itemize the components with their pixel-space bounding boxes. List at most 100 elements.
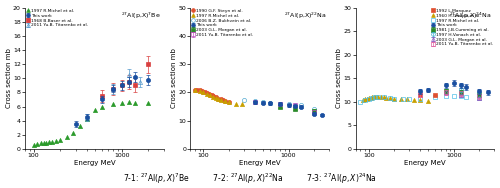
1997 R.Michel et al.: [442, 95, 448, 97]
1997 R.Michel et al.: [226, 101, 232, 103]
1997 R.Michel et al.: [196, 90, 202, 92]
1990 G.F. Steyn et al.: [198, 90, 204, 92]
1990 G.F. Steyn et al.: [204, 92, 210, 94]
1992 L.Marquez: [417, 94, 423, 96]
1990 G.F. Steyn et al.: [196, 89, 202, 91]
1990 G.F. Steyn et al.: [208, 94, 214, 96]
1990 G.F. Steyn et al.: [207, 94, 213, 96]
1997 R.Michel et al.: [406, 98, 412, 101]
1990 G.F. Steyn et al.: [192, 88, 198, 91]
1997 R.Michel et al.: [376, 96, 382, 98]
1960 H.Gauvin et al.: [376, 96, 382, 98]
Text: 7-1: $^{27}$Al$(p, X)^7$Be          7-2: $^{27}$Al$(p, X)^{22}$Na          7-3: : 7-1: $^{27}$Al$(p, X)^7$Be 7-2: $^{27}$A…: [123, 172, 377, 186]
1960 H.Gauvin et al.: [425, 100, 431, 102]
Line: 1960 H.Gauvin et al.: 1960 H.Gauvin et al.: [360, 95, 430, 103]
Text: $^{27}$Al(p,X)$^{7}$Be: $^{27}$Al(p,X)$^{7}$Be: [122, 10, 161, 21]
2006 B.Z. Bukhvein et al.: [298, 104, 304, 106]
1960 H.Gauvin et al.: [372, 96, 378, 98]
1997 R.Michel et al.: [458, 95, 464, 97]
1990 G.F. Steyn et al.: [194, 88, 200, 91]
1997 R.Michel et al.: [216, 98, 222, 101]
Y-axis label: Cross section mb: Cross section mb: [336, 48, 342, 108]
2006 B.Z. Bukhvein et al.: [260, 101, 266, 103]
Text: $^{27}$Al(p,X)$^{24}$Na: $^{27}$Al(p,X)$^{24}$Na: [449, 10, 492, 21]
1960 H.Gauvin et al.: [366, 97, 372, 99]
1960 H.Gauvin et al.: [392, 97, 398, 100]
1997 R.Michel et al.: [44, 142, 50, 144]
1960 H.Gauvin et al.: [383, 96, 389, 99]
1990 G.F. Steyn et al.: [213, 96, 219, 98]
1997 R.Michel et al.: [53, 140, 59, 142]
1960 H.Gauvin et al.: [362, 98, 368, 101]
1997 R.Michel et al.: [70, 132, 76, 135]
Y-axis label: Cross section mb: Cross section mb: [6, 48, 12, 108]
1960 H.Gauvin et al.: [374, 96, 380, 98]
1997 R.Michel et al.: [380, 96, 386, 98]
1997 R.Michel et al.: [451, 95, 457, 97]
Line: 1997 R.Michel et al.: 1997 R.Michel et al.: [32, 100, 150, 148]
1997 R.Michel et al.: [464, 96, 469, 98]
1960 H.Gauvin et al.: [360, 99, 366, 102]
1960 H.Gauvin et al.: [388, 97, 394, 99]
1997 R.Michel et al.: [238, 103, 244, 105]
1997 R.Michel et al.: [38, 142, 44, 144]
1997 R.Michel et al.: [210, 96, 216, 98]
1990 G.F. Steyn et al.: [218, 98, 224, 101]
1997 R.Michel et al.: [417, 98, 423, 101]
1997 R.Michel et al.: [92, 109, 98, 111]
1992 L.Marquez: [432, 94, 438, 96]
1990 G.F. Steyn et al.: [210, 95, 216, 97]
1990 G.F. Steyn et al.: [216, 98, 222, 100]
1997 R.Michel et al.: [432, 96, 438, 98]
1997 R.Michel et al.: [119, 102, 125, 104]
1997 R.Michel et al.: [476, 97, 482, 99]
Line: 1997 R.Michel et al.: 1997 R.Michel et al.: [193, 87, 244, 106]
1997 R.Michel et al.: [78, 125, 84, 127]
2006 B.Z. Bukhvein et al.: [286, 103, 292, 105]
1997 R.Michel et al.: [40, 142, 46, 144]
1997 R.Michel et al.: [372, 96, 378, 98]
X-axis label: Energy MeV: Energy MeV: [404, 160, 446, 165]
2006 B.Z. Bukhvein et al.: [252, 100, 258, 103]
1997 R.Michel et al.: [192, 88, 198, 91]
1997 R.Michel et al.: [388, 97, 394, 99]
2006 B.Z. Bukhvein et al.: [278, 103, 283, 105]
1997 R.Michel et al.: [64, 136, 70, 138]
Line: 1990 G.F. Steyn et al.: 1990 G.F. Steyn et al.: [193, 87, 231, 104]
Line: 2006 B.Z. Bukhvein et al.: 2006 B.Z. Bukhvein et al.: [242, 98, 316, 111]
Legend: 1992 L.Marquez, 1960 H.Gauvin et al., 1997 R.Michel et al., This work, 1981 J.B.: 1992 L.Marquez, 1960 H.Gauvin et al., 19…: [430, 8, 494, 47]
2006 B.Z. Bukhvein et al.: [241, 99, 247, 102]
1997 R.Michel et al.: [34, 143, 40, 145]
Legend: 1997 R.Michel et al., This work, 1968 B.Baser et al., 2011 Yu.B. Titarenko et al: 1997 R.Michel et al., This work, 1968 B.…: [26, 8, 89, 28]
1997 R.Michel et al.: [213, 97, 219, 99]
Line: 1997 R.Michel et al.: 1997 R.Michel et al.: [358, 94, 482, 104]
1990 G.F. Steyn et al.: [222, 100, 228, 102]
1997 R.Michel et al.: [110, 103, 116, 105]
1997 R.Michel et al.: [146, 102, 152, 104]
1997 R.Michel et al.: [366, 98, 372, 101]
X-axis label: Energy MeV: Energy MeV: [74, 160, 115, 165]
1997 R.Michel et al.: [222, 100, 228, 103]
1990 G.F. Steyn et al.: [226, 101, 232, 103]
1960 H.Gauvin et al.: [378, 96, 384, 98]
1960 H.Gauvin et al.: [364, 98, 370, 100]
Line: 1992 L.Marquez: 1992 L.Marquez: [418, 93, 437, 97]
1997 R.Michel et al.: [99, 105, 105, 108]
1997 R.Michel et al.: [57, 139, 63, 141]
1990 G.F. Steyn et al.: [206, 93, 212, 95]
1997 R.Michel et al.: [358, 101, 364, 103]
1997 R.Michel et al.: [233, 103, 239, 105]
1960 H.Gauvin et al.: [398, 98, 404, 100]
1960 H.Gauvin et al.: [417, 99, 423, 102]
1997 R.Michel et al.: [400, 98, 406, 100]
1997 R.Michel et al.: [204, 93, 210, 95]
1960 H.Gauvin et al.: [404, 98, 410, 101]
1990 G.F. Steyn et al.: [220, 99, 226, 102]
1990 G.F. Steyn et al.: [200, 91, 206, 93]
1997 R.Michel et al.: [362, 99, 368, 102]
1997 R.Michel et al.: [200, 91, 206, 94]
1960 H.Gauvin et al.: [371, 96, 377, 98]
1997 R.Michel et al.: [48, 141, 54, 143]
1997 R.Michel et al.: [207, 94, 213, 96]
1997 R.Michel et al.: [30, 144, 36, 147]
